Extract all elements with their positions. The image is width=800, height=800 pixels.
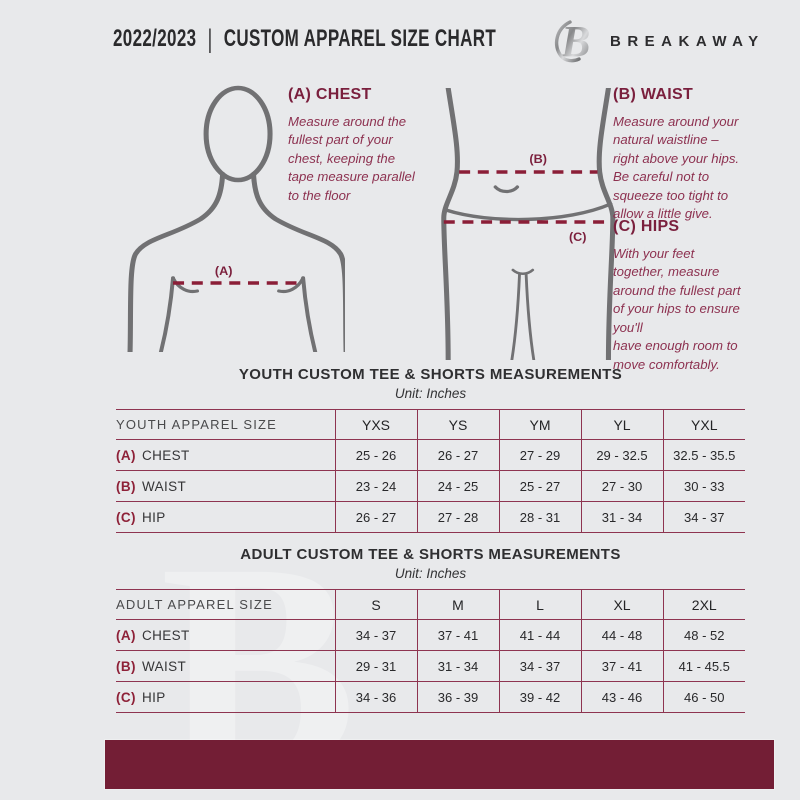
youth-chest-row: (A) CHEST 25 - 26 26 - 27 27 - 29 29 - 32…	[116, 439, 745, 471]
chest-line-label: (A)	[215, 265, 233, 278]
youth-size-table: YOUTH APPAREL SIZE YXS YS YM YL YXL (A) C…	[116, 409, 745, 533]
value-cell: 30 - 33	[662, 470, 745, 502]
value-cell: 29 - 31	[334, 650, 417, 682]
value-cell: 24 - 25	[416, 470, 499, 502]
row-prefix: (C)	[116, 509, 136, 525]
chest-instruction-heading: (A) CHEST	[288, 86, 372, 103]
youth-size-yxl: YXL	[662, 409, 745, 440]
row-prefix: (B)	[116, 658, 136, 674]
adult-chest-row: (A) CHEST 34 - 37 37 - 41 41 - 44 44 - 48…	[116, 619, 745, 651]
row-label: WAIST	[141, 658, 187, 674]
season-label: 2022/2023	[113, 25, 197, 52]
row-label: HIP	[141, 689, 166, 705]
value-cell: 37 - 41	[416, 619, 499, 651]
row-prefix: (A)	[116, 627, 136, 643]
waist-hips-figure-illustration: (B) (C)	[441, 88, 616, 360]
value-cell: 44 - 48	[580, 619, 663, 651]
footer-bar	[104, 739, 775, 790]
breakaway-logo-icon: B	[554, 17, 590, 65]
row-label: CHEST	[141, 447, 190, 463]
adult-size-l: L	[498, 589, 581, 620]
value-cell: 46 - 50	[662, 681, 745, 713]
value-cell: 34 - 37	[662, 501, 745, 533]
hips-instruction-text: With your feet together, measure around …	[613, 246, 741, 372]
youth-unit-label: Unit: Inches	[394, 386, 467, 401]
row-prefix: (A)	[116, 447, 136, 463]
value-cell: 29 - 32.5	[580, 439, 663, 471]
row-label: WAIST	[141, 478, 187, 494]
adult-unit-label: Unit: Inches	[394, 566, 467, 581]
value-cell: 34 - 37	[498, 650, 581, 682]
waist-instruction-heading: (B) WAIST	[613, 86, 694, 103]
adult-section: ADULT CUSTOM TEE & SHORTS MEASUREMENTS U…	[116, 546, 745, 713]
chest-instruction-block: (A) CHEST Measure around the fullest par…	[288, 86, 472, 205]
youth-header-row: YOUTH APPAREL SIZE YXS YS YM YL YXL	[116, 409, 745, 440]
youth-section: YOUTH CUSTOM TEE & SHORTS MEASUREMENTS U…	[116, 366, 745, 533]
chart-title: CUSTOM APPAREL SIZE CHART	[223, 25, 497, 52]
value-cell: 23 - 24	[334, 470, 417, 502]
adult-size-column-header: ADULT APPAREL SIZE	[116, 597, 273, 612]
value-cell: 25 - 27	[498, 470, 581, 502]
adult-section-title: ADULT CUSTOM TEE & SHORTS MEASUREMENTS	[240, 546, 621, 563]
adult-size-table: ADULT APPAREL SIZE S M L XL 2XL (A) CHEST…	[116, 589, 745, 713]
value-cell: 25 - 26	[334, 439, 417, 471]
value-cell: 27 - 29	[498, 439, 581, 471]
value-cell: 32.5 - 35.5	[662, 439, 745, 471]
row-prefix: (B)	[116, 478, 136, 494]
value-cell: 34 - 36	[334, 681, 417, 713]
value-cell: 27 - 30	[580, 470, 663, 502]
value-cell: 36 - 39	[416, 681, 499, 713]
value-cell: 31 - 34	[580, 501, 663, 533]
adult-hip-row: (C) HIP 34 - 36 36 - 39 39 - 42 43 - 46 4…	[116, 681, 745, 713]
youth-section-title: YOUTH CUSTOM TEE & SHORTS MEASUREMENTS	[238, 366, 623, 383]
adult-waist-row: (B) WAIST 29 - 31 31 - 34 34 - 37 37 - 41…	[116, 650, 745, 682]
youth-size-yl: YL	[580, 409, 663, 440]
youth-size-ys: YS	[416, 409, 499, 440]
value-cell: 37 - 41	[580, 650, 663, 682]
row-label: CHEST	[141, 627, 190, 643]
waist-instruction-text: Measure around your natural waistline – …	[613, 114, 740, 222]
chest-instruction-text: Measure around the fullest part of your …	[288, 114, 415, 203]
youth-size-yxs: YXS	[334, 409, 417, 440]
value-cell: 48 - 52	[662, 619, 745, 651]
waist-line-label: (B)	[529, 153, 547, 166]
adult-size-s: S	[334, 589, 417, 620]
row-label: HIP	[141, 509, 166, 525]
hips-instruction-heading: (C) HIPS	[613, 218, 680, 235]
row-prefix: (C)	[116, 689, 136, 705]
youth-waist-row: (B) WAIST 23 - 24 24 - 25 25 - 27 27 - 30…	[116, 470, 745, 502]
adult-size-xl: XL	[580, 589, 663, 620]
value-cell: 28 - 31	[498, 501, 581, 533]
adult-size-2xl: 2XL	[662, 589, 745, 620]
brand-name: BREAKAWAY	[610, 33, 765, 50]
value-cell: 26 - 27	[416, 439, 499, 471]
youth-size-ym: YM	[498, 409, 581, 440]
value-cell: 41 - 44	[498, 619, 581, 651]
value-cell: 43 - 46	[580, 681, 663, 713]
hips-line-label: (C)	[569, 231, 587, 244]
value-cell: 41 - 45.5	[662, 650, 745, 682]
title-divider: |	[207, 23, 213, 54]
value-cell: 26 - 27	[334, 501, 417, 533]
youth-size-column-header: YOUTH APPAREL SIZE	[116, 417, 278, 432]
adult-header-row: ADULT APPAREL SIZE S M L XL 2XL	[116, 589, 745, 620]
page-title: 2022/2023 | CUSTOM APPAREL SIZE CHART	[113, 24, 496, 55]
waist-instruction-block: (B) WAIST Measure around your natural wa…	[613, 86, 783, 224]
chest-figure-illustration: (A)	[127, 85, 345, 352]
value-cell: 34 - 37	[334, 619, 417, 651]
value-cell: 39 - 42	[498, 681, 581, 713]
adult-size-m: M	[416, 589, 499, 620]
hips-instruction-block: (C) HIPS With your feet together, measur…	[613, 218, 787, 374]
youth-hip-row: (C) HIP 26 - 27 27 - 28 28 - 31 31 - 34 3…	[116, 501, 745, 533]
value-cell: 27 - 28	[416, 501, 499, 533]
value-cell: 31 - 34	[416, 650, 499, 682]
